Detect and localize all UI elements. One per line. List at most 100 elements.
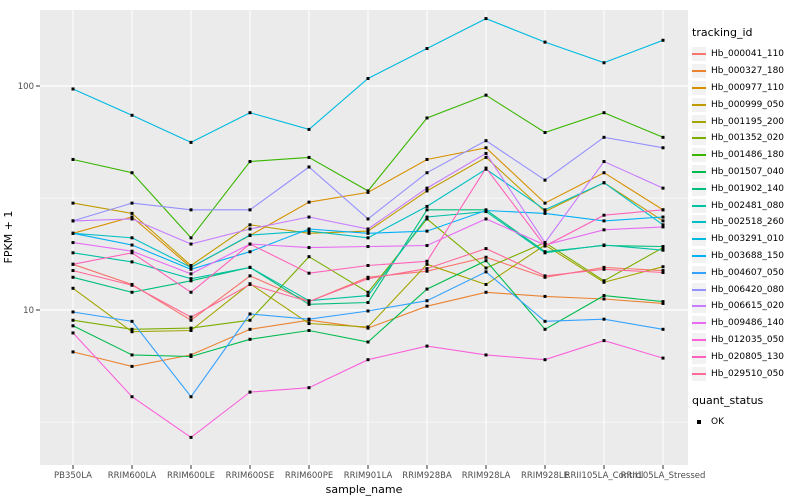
data-point — [543, 40, 547, 44]
data-point — [661, 271, 665, 275]
legend-key — [692, 148, 706, 163]
legend-item: Hb_009486_140 — [692, 315, 800, 332]
data-point — [248, 265, 252, 269]
data-point — [71, 350, 75, 354]
data-point — [425, 287, 429, 291]
legend-item-label: Hb_002518_260 — [711, 217, 785, 228]
data-point — [602, 317, 606, 321]
data-point — [248, 160, 252, 164]
legend-item-label: OK — [711, 417, 724, 428]
data-point — [484, 247, 488, 251]
data-point — [602, 135, 606, 139]
data-point — [602, 243, 606, 247]
data-point — [425, 208, 429, 212]
data-point — [661, 208, 665, 212]
data-point — [130, 290, 134, 294]
data-point — [130, 171, 134, 175]
legend: tracking_id Hb_000041_110 Hb_000327_180 Hb… — [692, 26, 800, 431]
legend-key — [692, 316, 706, 331]
data-point — [307, 229, 311, 233]
data-point — [425, 186, 429, 190]
legend-item-label: Hb_000041_110 — [711, 49, 785, 60]
legend-line-swatch — [692, 103, 706, 106]
data-point — [307, 386, 311, 390]
data-point — [307, 227, 311, 231]
legend-item: Hb_001902_140 — [692, 180, 800, 197]
legend-item-label: Hb_000327_180 — [711, 66, 785, 77]
data-point — [307, 155, 311, 159]
data-point — [130, 236, 134, 240]
data-point — [248, 111, 252, 115]
data-point — [248, 318, 252, 322]
data-point — [130, 364, 134, 368]
data-point — [189, 279, 193, 283]
data-point — [71, 201, 75, 205]
data-point — [130, 113, 134, 117]
data-point — [425, 259, 429, 263]
legend-line-swatch — [692, 204, 706, 207]
legend-line-swatch — [692, 271, 706, 274]
data-point — [307, 127, 311, 131]
legend-key — [692, 198, 706, 213]
legend-key — [692, 97, 706, 112]
data-point — [425, 229, 429, 233]
data-point — [189, 265, 193, 269]
legend-item-label: Hb_009486_140 — [711, 318, 785, 329]
data-point — [661, 245, 665, 249]
legend-item: Hb_001195_200 — [692, 113, 800, 130]
data-point — [602, 219, 606, 223]
legend-line-swatch — [692, 187, 706, 190]
data-point — [602, 171, 606, 175]
data-point — [248, 282, 252, 286]
data-point — [661, 215, 665, 219]
y-tick-label: 100 — [18, 82, 34, 92]
legend-key — [692, 131, 706, 146]
data-point — [543, 210, 547, 214]
data-point — [366, 340, 370, 344]
legend-item: Hb_004607_050 — [692, 264, 800, 281]
legend-line-swatch — [692, 53, 706, 56]
data-point — [661, 265, 665, 269]
x-axis-title: sample_name — [325, 483, 403, 496]
data-point — [71, 87, 75, 91]
data-point — [307, 255, 311, 259]
data-point — [425, 267, 429, 271]
legend-item-label: Hb_002481_080 — [711, 200, 785, 211]
x-tick-label: RRIM928BA — [402, 471, 452, 481]
data-point — [425, 304, 429, 308]
data-point — [366, 245, 370, 249]
data-point — [130, 319, 134, 323]
data-point — [307, 328, 311, 332]
data-point — [661, 248, 665, 252]
legend-key — [692, 366, 706, 381]
legend-item-label: Hb_000977_110 — [711, 82, 785, 93]
data-point — [130, 395, 134, 399]
legend-item: Hb_002518_260 — [692, 214, 800, 231]
data-point — [425, 244, 429, 248]
data-point — [366, 325, 370, 329]
x-tick-label: RRIM600SE — [226, 471, 275, 481]
x-tick-label: RRII105LA_Stressed — [621, 471, 706, 481]
data-point — [366, 231, 370, 235]
data-point — [307, 322, 311, 326]
data-point — [71, 262, 75, 266]
data-point — [130, 260, 134, 264]
data-point — [543, 244, 547, 248]
data-point — [543, 201, 547, 205]
data-point — [661, 223, 665, 227]
data-point — [366, 294, 370, 298]
data-point — [425, 189, 429, 193]
legend-item-label: Hb_000999_050 — [711, 99, 785, 110]
legend-line-swatch — [692, 70, 706, 73]
data-point — [189, 267, 193, 271]
data-point — [248, 327, 252, 331]
legend-key — [692, 415, 706, 429]
data-point — [543, 211, 547, 215]
data-point — [130, 211, 134, 215]
legend-item: Hb_012035_050 — [692, 332, 800, 349]
data-point — [661, 146, 665, 150]
data-point — [425, 344, 429, 348]
data-point — [484, 155, 488, 159]
